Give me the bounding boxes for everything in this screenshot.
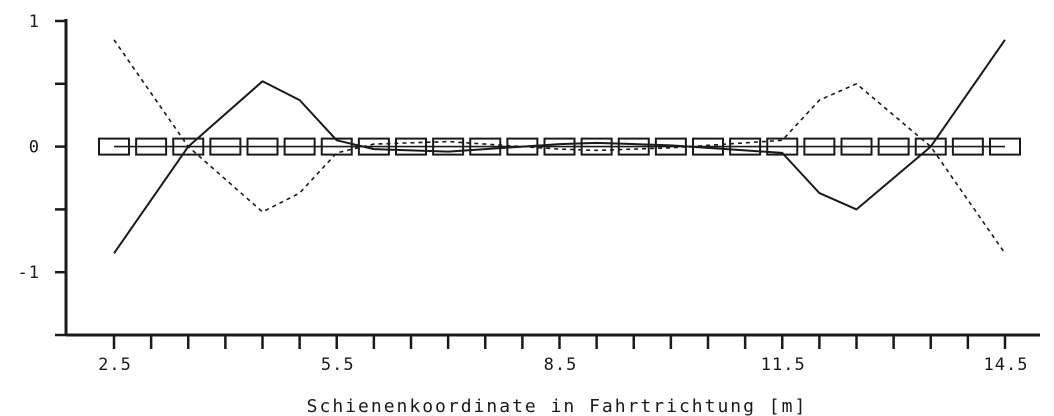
box-marker <box>951 137 984 156</box>
box-marker <box>692 137 724 156</box>
x-tick-label: 14.5 <box>984 355 1029 375</box>
box-marker <box>617 137 650 156</box>
x-axis-title: Schienenkoordinate in Fahrtrichtung [m] <box>307 396 808 416</box>
box-marker <box>246 137 279 156</box>
box-marker <box>432 137 465 156</box>
box-marker <box>654 137 687 156</box>
x-tick-label: 2.5 <box>98 355 132 375</box>
box-marker <box>729 137 762 156</box>
box-marker <box>580 137 613 156</box>
x-tick-label: 11.5 <box>761 355 806 375</box>
x-tick-label: 8.5 <box>544 355 578 375</box>
box-marker <box>914 137 947 156</box>
box-marker <box>283 137 316 156</box>
box-marker <box>172 137 205 156</box>
tick-labels: 2.5 5.5 8.5 11.5 14.5 1 0 -1 <box>18 12 1029 375</box>
box-marker <box>877 137 910 156</box>
box-marker <box>357 137 390 156</box>
box-marker <box>469 137 502 156</box>
box-marker <box>840 137 873 156</box>
box-marker <box>135 137 168 156</box>
box-marker <box>320 137 353 156</box>
box-marker <box>989 137 1021 156</box>
box-marker <box>209 137 242 156</box>
box-marker <box>395 137 427 156</box>
y-tick-label: -1 <box>18 263 40 283</box>
series-0-solid-line <box>113 39 1006 254</box>
box-marker <box>98 137 130 156</box>
axes <box>55 19 1040 349</box>
y-tick-label: 0 <box>29 138 40 158</box>
series-1-dashed-line <box>113 39 1006 254</box>
box-marker <box>543 137 576 156</box>
x-tick-label: 5.5 <box>321 355 355 375</box>
y-tick-label: 1 <box>29 12 40 32</box>
series-layer <box>98 39 1021 254</box>
box-marker <box>506 137 539 156</box>
box-marker <box>803 137 836 156</box>
box-marker <box>766 137 799 156</box>
